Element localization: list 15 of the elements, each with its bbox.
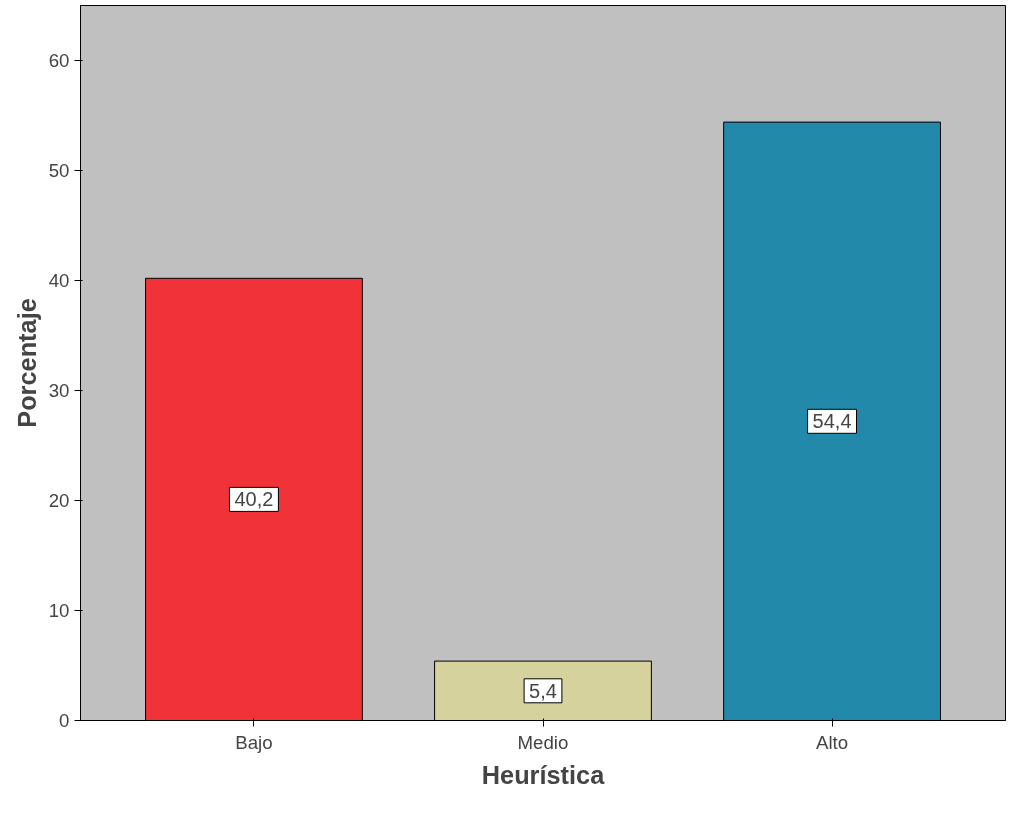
- x-tick-label: Medio: [517, 731, 569, 753]
- data-label: 40,2: [234, 488, 274, 511]
- y-tick-label: 40: [48, 270, 70, 291]
- data-label: 54,4: [812, 410, 852, 433]
- y-axis-title: Porcentaje: [12, 298, 41, 428]
- x-tick-label: Alto: [815, 731, 849, 753]
- y-tick-label: 0: [59, 710, 70, 731]
- y-tick-label: 20: [48, 490, 70, 511]
- y-tick-label: 30: [48, 380, 70, 401]
- y-tick-label: 50: [48, 160, 70, 181]
- x-axis-title: Heurística: [481, 760, 606, 789]
- y-tick-label: 60: [48, 50, 70, 71]
- x-tick-label: Bajo: [235, 731, 273, 753]
- y-tick-label: 10: [48, 600, 70, 621]
- data-label: 5,4: [529, 679, 557, 702]
